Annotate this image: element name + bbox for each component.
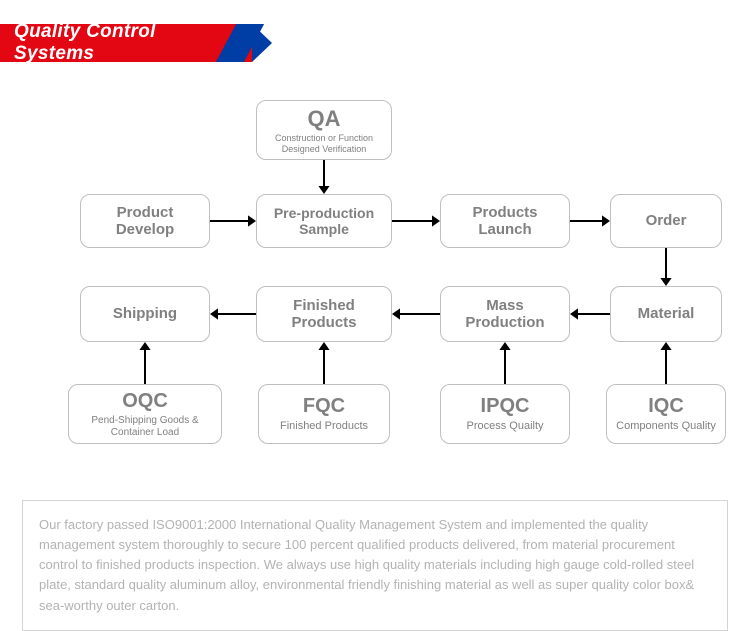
footer-description: Our factory passed ISO9001:2000 Internat… [22, 500, 728, 631]
node-qa: QAConstruction or Function Designed Veri… [256, 100, 392, 160]
arrow-preprod-launch [384, 213, 448, 229]
node-title: Shipping [113, 305, 177, 322]
node-title: QA [308, 106, 341, 131]
footer-text: Our factory passed ISO9001:2000 Internat… [39, 517, 694, 613]
node-title: Order [646, 212, 687, 229]
arrow-launch-order [562, 213, 618, 229]
node-preprod: Pre-productionSample [256, 194, 392, 248]
node-subtitle: Construction or Function Designed Verifi… [261, 133, 387, 154]
node-title: MassProduction [465, 297, 544, 332]
node-title: FinishedProducts [291, 297, 356, 332]
page-title: Quality Control Systems [14, 21, 212, 65]
header-accent [216, 24, 264, 62]
node-subtitle: Process Quailty [466, 420, 543, 433]
arrow-ipqc-massprod [497, 334, 513, 392]
node-title: IPQC [481, 395, 530, 418]
node-title: IQC [648, 395, 684, 418]
arrow-finished-shipping [202, 306, 264, 322]
node-ipqc: IPQC Process Quailty [440, 384, 570, 444]
arrow-iqc-material [658, 334, 674, 392]
header-bar: Quality Control Systems [0, 24, 252, 62]
node-subtitle: Pend-Shipping Goods & Container Load [73, 415, 217, 438]
arrow-qa-preprod [316, 152, 332, 202]
arrow-massprod-finished [384, 306, 448, 322]
node-iqc: IQC Components Quality [606, 384, 726, 444]
arrow-develop-preprod [202, 213, 264, 229]
flowchart-diagram: QAConstruction or Function Designed Veri… [0, 90, 750, 490]
node-launch: ProductsLaunch [440, 194, 570, 248]
node-fqc: FQC Finished Products [258, 384, 390, 444]
node-title: Material [638, 305, 695, 322]
arrow-oqc-shipping [137, 334, 153, 392]
arrow-fqc-finished [316, 334, 332, 392]
arrow-material-massprod [562, 306, 618, 322]
node-subtitle: Components Quality [616, 420, 716, 433]
node-title: ProductsLaunch [472, 204, 537, 239]
node-title: FQC [303, 395, 345, 418]
node-title: Pre-productionSample [274, 205, 374, 237]
node-oqc: OQCPend-Shipping Goods & Container Load [68, 384, 222, 444]
arrow-order-material [658, 240, 674, 294]
node-subtitle: Finished Products [280, 420, 368, 433]
node-title: OQC [122, 390, 168, 413]
node-develop: ProductDevelop [80, 194, 210, 248]
node-title: ProductDevelop [116, 204, 174, 239]
